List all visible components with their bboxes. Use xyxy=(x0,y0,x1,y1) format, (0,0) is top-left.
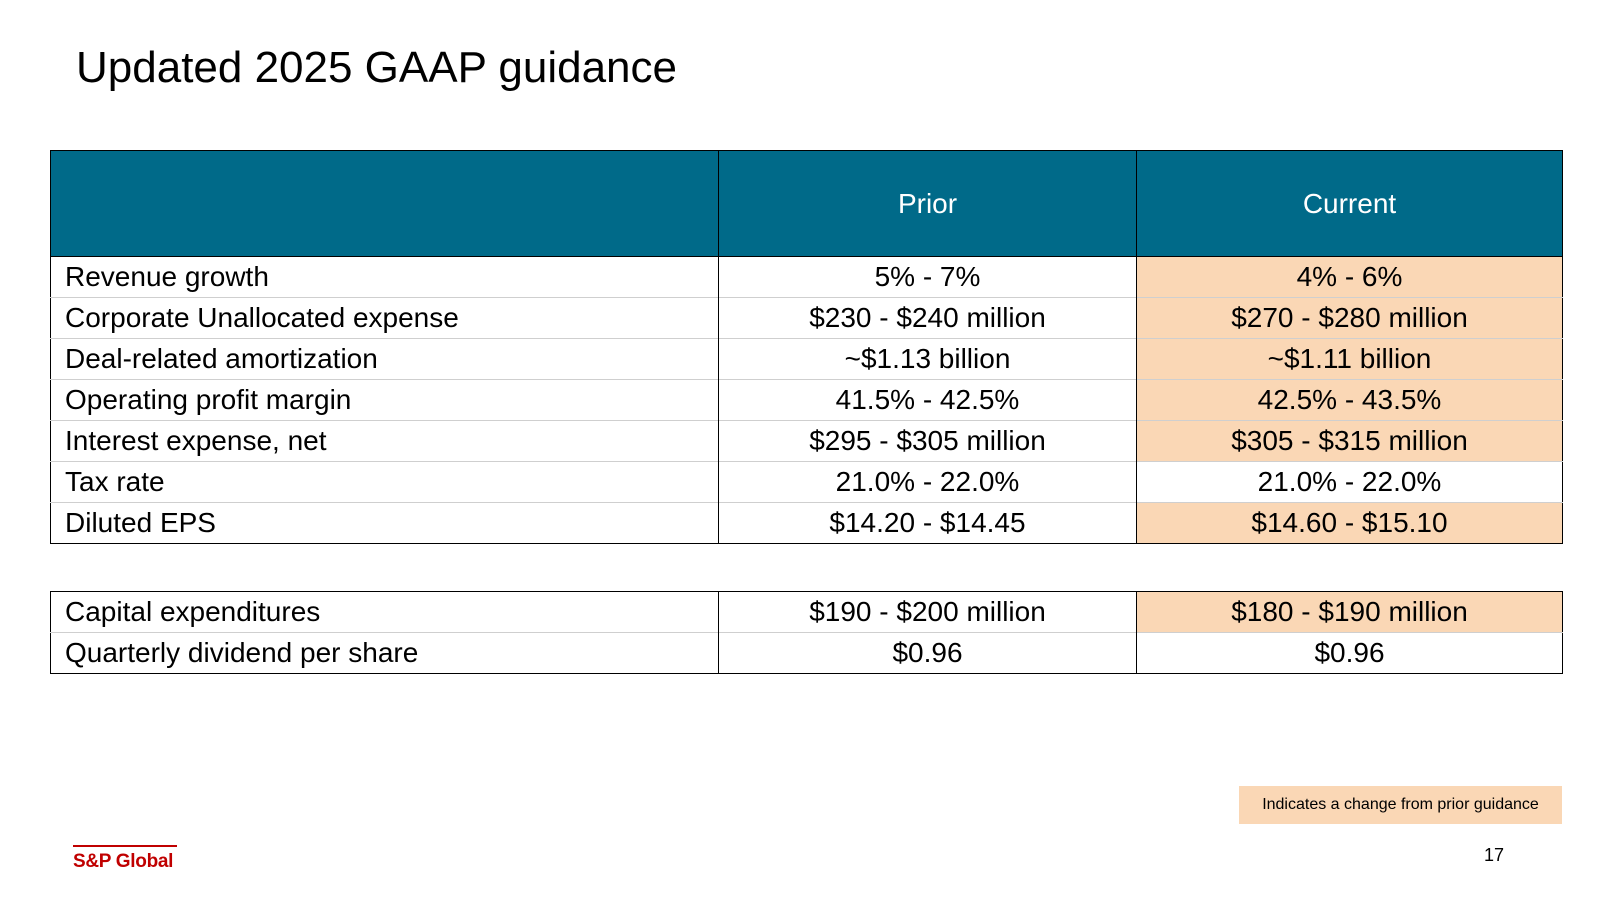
row-label: Corporate Unallocated expense xyxy=(50,297,719,339)
header-metric xyxy=(50,150,719,257)
header-current: Current xyxy=(1136,150,1563,257)
current-value: $0.96 xyxy=(1136,632,1563,674)
row-label: Interest expense, net xyxy=(50,420,719,462)
prior-value: $190 - $200 million xyxy=(718,591,1137,633)
table-row: Quarterly dividend per share $0.96 $0.96 xyxy=(50,632,1563,674)
table-row: Diluted EPS $14.20 - $14.45 $14.60 - $15… xyxy=(50,502,1563,544)
table-row: Corporate Unallocated expense $230 - $24… xyxy=(50,297,1563,339)
current-value: 42.5% - 43.5% xyxy=(1136,379,1563,421)
change-legend: Indicates a change from prior guidance xyxy=(1239,786,1562,824)
row-label: Diluted EPS xyxy=(50,502,719,544)
current-value: $180 - $190 million xyxy=(1136,591,1563,633)
guidance-table: Prior Current Revenue growth 5% - 7% 4% … xyxy=(50,150,1563,544)
prior-value: ~$1.13 billion xyxy=(718,338,1137,380)
current-value: 21.0% - 22.0% xyxy=(1136,461,1563,503)
prior-value: 5% - 7% xyxy=(718,256,1137,298)
current-value: ~$1.11 billion xyxy=(1136,338,1563,380)
current-value: 4% - 6% xyxy=(1136,256,1563,298)
prior-value: 21.0% - 22.0% xyxy=(718,461,1137,503)
table-row: Deal-related amortization ~$1.13 billion… xyxy=(50,338,1563,380)
table-row: Tax rate 21.0% - 22.0% 21.0% - 22.0% xyxy=(50,461,1563,503)
row-label: Operating profit margin xyxy=(50,379,719,421)
current-value: $14.60 - $15.10 xyxy=(1136,502,1563,544)
table-header-row: Prior Current xyxy=(50,150,1563,257)
header-prior: Prior xyxy=(718,150,1137,257)
page-number: 17 xyxy=(1484,845,1505,865)
sp-global-logo: S&P Global xyxy=(73,845,177,873)
row-label: Quarterly dividend per share xyxy=(50,632,719,674)
current-value: $305 - $315 million xyxy=(1136,420,1563,462)
table-row: Interest expense, net $295 - $305 millio… xyxy=(50,420,1563,462)
prior-value: $230 - $240 million xyxy=(718,297,1137,339)
prior-value: $295 - $305 million xyxy=(718,420,1137,462)
row-label: Tax rate xyxy=(50,461,719,503)
current-value: $270 - $280 million xyxy=(1136,297,1563,339)
page-title: Updated 2025 GAAP guidance xyxy=(76,43,677,92)
prior-value: 41.5% - 42.5% xyxy=(718,379,1137,421)
row-label: Capital expenditures xyxy=(50,591,719,633)
table-row: Revenue growth 5% - 7% 4% - 6% xyxy=(50,256,1563,298)
prior-value: $14.20 - $14.45 xyxy=(718,502,1137,544)
prior-value: $0.96 xyxy=(718,632,1137,674)
table-row: Capital expenditures $190 - $200 million… xyxy=(50,591,1563,633)
row-label: Deal-related amortization xyxy=(50,338,719,380)
capex-dividend-table: Capital expenditures $190 - $200 million… xyxy=(50,591,1563,674)
row-label: Revenue growth xyxy=(50,256,719,298)
table-row: Operating profit margin 41.5% - 42.5% 42… xyxy=(50,379,1563,421)
